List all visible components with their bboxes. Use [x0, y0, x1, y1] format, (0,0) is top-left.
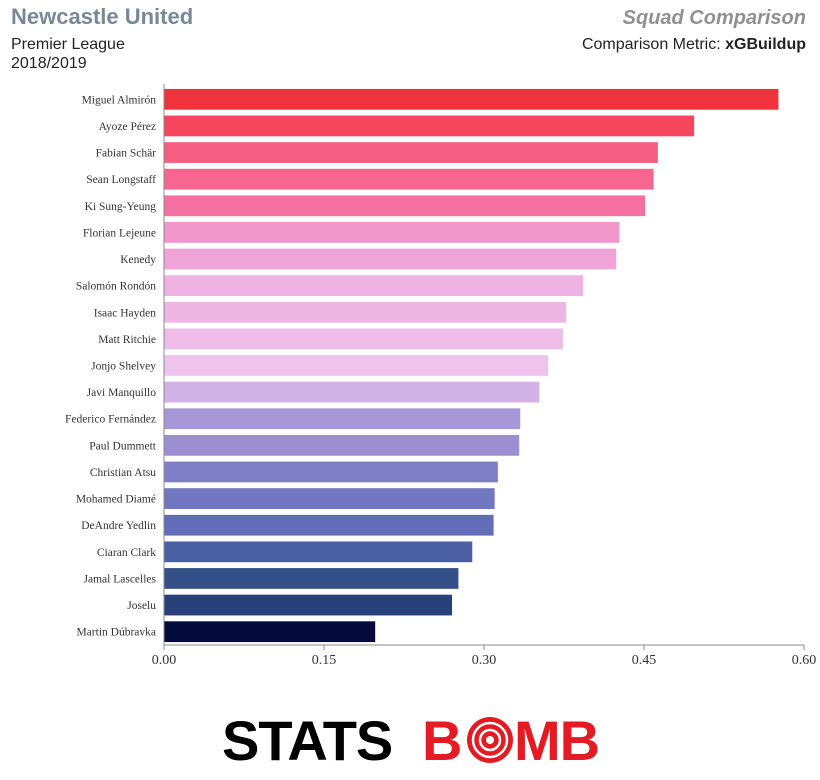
competition-name: Premier League — [11, 36, 125, 53]
metric-name: xGBuildup — [725, 36, 806, 53]
statsbomb-logo: STATS B MB — [222, 709, 600, 772]
y-tick-label: Ki Sung-Yeung — [85, 201, 157, 213]
bar — [164, 328, 563, 350]
y-tick-label: Ayoze Pérez — [99, 121, 156, 133]
y-tick-label: Paul Dummett — [89, 440, 157, 452]
bomb-target-icon — [467, 717, 513, 763]
y-tick-label: Kenedy — [120, 254, 156, 266]
bar — [164, 568, 459, 589]
y-tick-label: Jamal Lascelles — [84, 573, 157, 585]
team-name: Newcastle United — [11, 4, 194, 29]
metric-line: Comparison Metric: xGBuildup — [582, 36, 806, 54]
bar — [164, 621, 376, 643]
bar — [164, 594, 452, 616]
y-tick-label: Sean Longstaff — [86, 174, 156, 186]
bar — [164, 381, 540, 403]
season-label: 2018/2019 — [11, 55, 87, 72]
y-axis-labels: Miguel Almirón Ayoze Pérez Fabian Schär Sea… — [65, 94, 157, 638]
bars-group — [164, 88, 779, 643]
bar — [164, 115, 695, 137]
bar — [164, 408, 521, 430]
y-tick-label: Christian Atsu — [90, 467, 156, 479]
x-tick-label: 0.15 — [312, 653, 337, 668]
x-axis: 0.00 0.15 0.30 0.45 0.60 — [152, 84, 817, 668]
bar — [164, 168, 654, 190]
bar — [164, 488, 495, 509]
bar — [164, 222, 620, 243]
metric-label: Comparison Metric: — [581, 36, 721, 53]
bar — [164, 88, 779, 110]
y-tick-label: Isaac Hayden — [94, 307, 157, 319]
bar — [164, 461, 498, 483]
x-tick-label: 0.45 — [632, 653, 657, 668]
logo-text-mb: MB — [514, 709, 599, 772]
y-tick-label: Matt Ritchie — [98, 334, 156, 346]
y-tick-label: Mohamed Diamé — [76, 494, 156, 506]
y-tick-label: Florian Lejeune — [83, 227, 156, 239]
bar — [164, 434, 520, 456]
bar — [164, 142, 658, 163]
y-tick-label: Martin Dúbravka — [76, 627, 156, 639]
y-tick-label: Javi Manquillo — [87, 387, 157, 399]
bar — [164, 514, 494, 536]
x-tick-label: 0.00 — [152, 653, 177, 668]
bar — [164, 275, 584, 297]
x-tick-label: 0.30 — [472, 653, 497, 668]
bar — [164, 195, 646, 217]
bar — [164, 301, 567, 323]
bar — [164, 541, 473, 563]
bar-chart: Miguel Almirón Ayoze Pérez Fabian Schär Sea… — [65, 84, 817, 668]
y-tick-label: Federico Fernández — [65, 414, 156, 426]
y-tick-label: DeAndre Yedlin — [81, 520, 156, 532]
y-tick-label: Ciaran Clark — [97, 547, 156, 559]
y-tick-label: Joselu — [127, 600, 156, 612]
bar — [164, 248, 617, 270]
y-tick-label: Jonjo Shelvey — [91, 361, 156, 373]
y-tick-label: Fabian Schär — [96, 148, 157, 160]
logo-text-stats: STATS — [222, 709, 392, 772]
bar — [164, 355, 548, 376]
y-tick-label: Miguel Almirón — [82, 94, 157, 106]
x-tick-label: 0.60 — [792, 653, 817, 668]
logo-text-b: B — [422, 709, 461, 772]
chart-title: Squad Comparison — [622, 7, 806, 29]
y-tick-label: Salomón Rondón — [76, 281, 156, 293]
